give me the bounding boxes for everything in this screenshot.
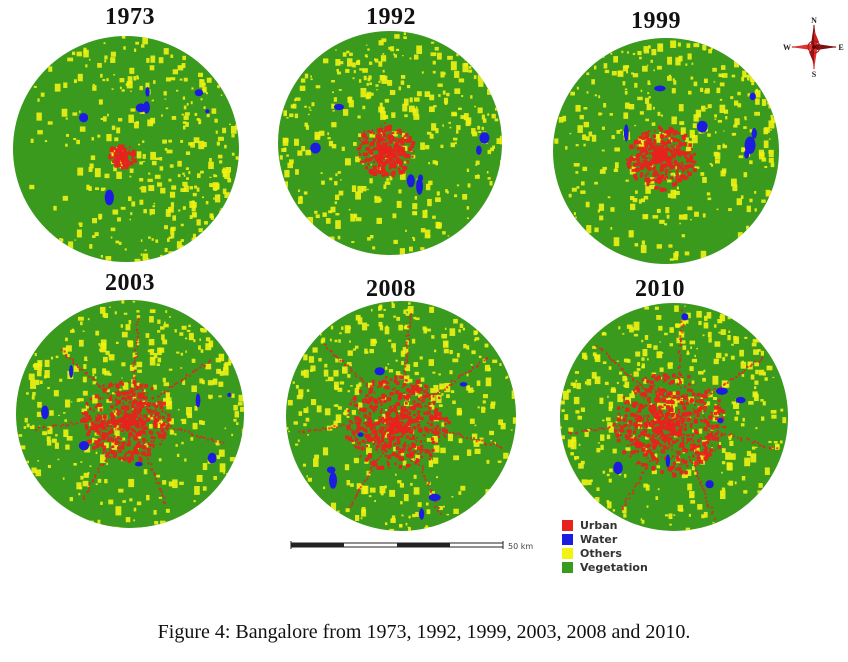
year-label: 1973 [105, 4, 155, 30]
legend-label: Others [580, 546, 622, 560]
legend-item-water: Water [562, 532, 682, 546]
legend-label: Urban [580, 518, 618, 532]
compass-south-label: S [812, 70, 817, 78]
year-label: 1992 [366, 4, 416, 30]
scale-label: 50 km [508, 542, 533, 551]
land-cover-map [286, 301, 516, 531]
scale-bar: 50 km [290, 541, 533, 551]
figure-caption: Figure 4: Bangalore from 1973, 1992, 199… [157, 621, 691, 643]
legend-swatch [562, 561, 573, 573]
land-cover-map [553, 38, 779, 264]
map-legend: Urban Water Others Vegetation [562, 518, 682, 574]
land-cover-map [560, 303, 788, 531]
legend-swatch [562, 547, 573, 559]
compass-east-label: E [838, 43, 843, 52]
land-cover-map [13, 36, 239, 262]
legend-swatch [562, 519, 573, 531]
legend-label: Vegetation [580, 560, 648, 574]
legend-swatch [562, 533, 573, 545]
compass-west-label: W [783, 43, 791, 52]
legend-label: Water [580, 532, 618, 546]
compass-rose-icon: N S E W [783, 16, 844, 78]
year-label: 2010 [635, 276, 685, 302]
year-label: 1999 [631, 8, 681, 34]
land-cover-map [16, 300, 244, 528]
land-cover-map [278, 31, 502, 255]
legend-item-urban: Urban [562, 518, 682, 532]
legend-item-others: Others [562, 546, 682, 560]
legend-item-vegetation: Vegetation [562, 560, 682, 574]
compass-north-label: N [811, 16, 817, 25]
year-label: 2003 [105, 270, 155, 296]
year-label: 2008 [366, 276, 416, 302]
